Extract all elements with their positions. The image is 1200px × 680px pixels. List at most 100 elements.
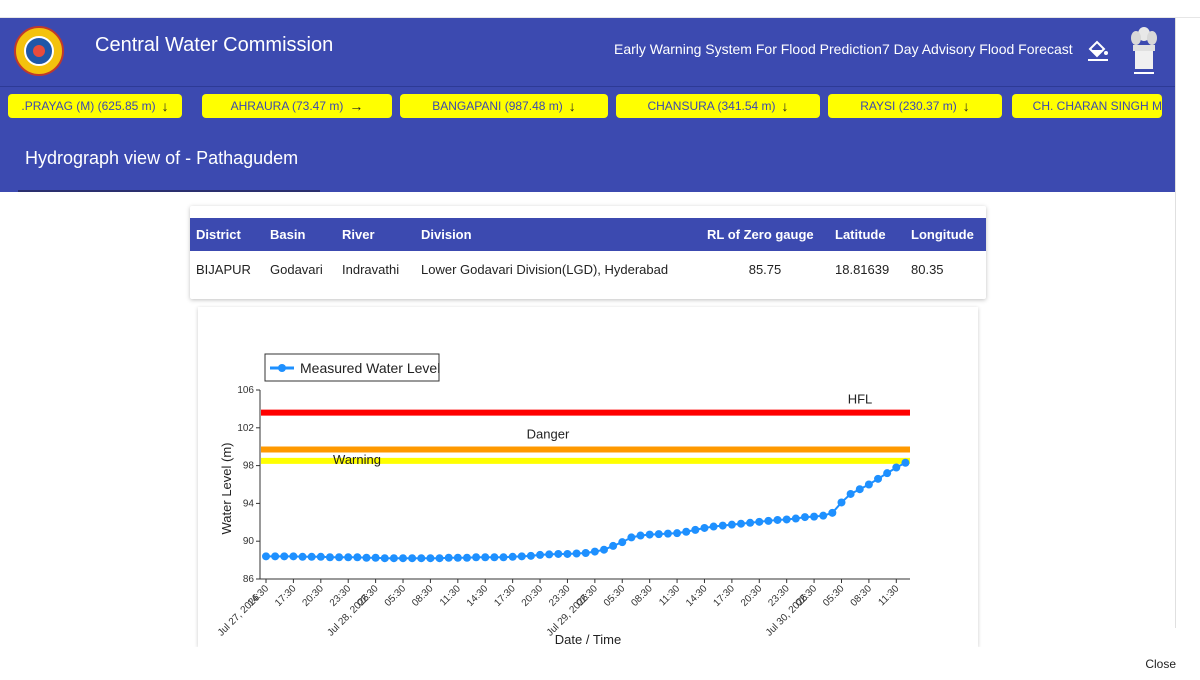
col-longitude: Longitude <box>905 218 986 251</box>
x-tick-label: 05:30 <box>821 583 847 609</box>
data-point <box>508 552 517 561</box>
ticker-item[interactable]: BANGAPANI (987.48 m) ↓ <box>400 94 608 118</box>
cell-river: Indravathi <box>342 261 400 277</box>
data-point <box>554 549 563 558</box>
arrow-right-icon: → <box>349 98 364 114</box>
col-district: District <box>190 218 264 251</box>
x-tick-label: 14:30 <box>465 583 491 609</box>
hydrograph-chart: 86 90 94 98 102 106 Water Level (m) Date / Time… <box>216 353 910 647</box>
x-tick-date-label: Jul 27, 2026 <box>216 592 263 639</box>
data-point <box>746 518 755 527</box>
data-point <box>883 469 892 478</box>
data-point <box>389 554 398 563</box>
table-row: BIJAPUR Godavari Indravathi Lower Godava… <box>190 251 986 287</box>
ticker-item[interactable]: CHANSURA (341.54 m) ↓ <box>616 94 820 118</box>
data-point <box>901 458 910 467</box>
cell-district: BIJAPUR <box>196 261 251 277</box>
data-point <box>846 489 855 498</box>
x-tick-label: 05:30 <box>602 583 628 609</box>
data-point <box>645 530 654 539</box>
data-point <box>618 538 627 547</box>
data-point <box>362 553 371 562</box>
data-point <box>892 463 901 472</box>
data-point <box>682 527 691 536</box>
data-point <box>371 553 380 562</box>
x-tick-label: 11:30 <box>876 583 901 608</box>
x-tick-label: 17:30 <box>273 583 299 609</box>
data-point <box>590 547 599 556</box>
data-point <box>764 516 773 525</box>
x-tick-label: 20:30 <box>300 583 326 609</box>
national-emblem-icon <box>1131 27 1157 74</box>
x-tick-label: 20:30 <box>520 583 546 609</box>
data-point <box>599 545 608 554</box>
y-tick-label: 106 <box>237 385 254 396</box>
data-point <box>609 541 618 550</box>
ticker-label: AHRAURA (73.47 m) <box>230 99 344 113</box>
x-tick-label: 05:30 <box>383 583 409 609</box>
data-point <box>280 552 289 561</box>
nav-early-warning[interactable]: Early Warning System For Flood Predictio… <box>614 41 882 57</box>
reference-label-hfl: HFL <box>848 392 873 407</box>
data-point <box>417 554 426 563</box>
y-tick-label: 98 <box>243 461 255 472</box>
legend-label: Measured Water Level <box>300 360 440 376</box>
ticker-item[interactable]: CH. CHARAN SINGH M <box>1012 94 1162 118</box>
data-point <box>828 508 837 517</box>
data-point <box>298 552 307 561</box>
app-header: Central Water Commission Early Warning S… <box>0 18 1175 86</box>
data-point <box>307 552 316 561</box>
data-point <box>325 553 334 562</box>
data-point <box>563 549 572 558</box>
arrow-down-icon: ↓ <box>161 98 169 114</box>
cwc-logo-icon[interactable] <box>14 26 64 76</box>
data-point <box>462 553 471 562</box>
station-ticker: .PRAYAG (M) (625.85 m) ↓ AHRAURA (73.47 m… <box>0 86 1175 124</box>
y-axis-label: Water Level (m) <box>219 443 234 535</box>
data-point <box>435 554 444 563</box>
data-point <box>316 552 325 561</box>
app-title: Central Water Commission <box>95 34 334 56</box>
table-header-row: District Basin River Division RL of Zero… <box>190 218 986 251</box>
page-title: Hydrograph view of - Pathagudem <box>25 148 299 168</box>
data-point <box>718 521 727 530</box>
close-button[interactable]: Close <box>1145 657 1176 671</box>
arrow-down-icon: ↓ <box>568 98 576 114</box>
data-point <box>691 525 700 534</box>
col-river: River <box>336 218 415 251</box>
cell-basin: Godavari <box>270 261 323 277</box>
ticker-item[interactable]: .PRAYAG (M) (625.85 m) ↓ <box>8 94 182 118</box>
ticker-label: CHANSURA (341.54 m) <box>647 99 776 113</box>
data-point <box>344 553 353 562</box>
nav-7-day-advisory[interactable]: 7 Day Advisory Flood Forecast <box>882 41 1073 57</box>
cell-rl-zero-gauge: 85.75 <box>748 261 782 277</box>
data-point <box>490 553 499 562</box>
y-tick-label: 102 <box>237 423 254 434</box>
station-info-table: District Basin River Division RL of Zero… <box>190 218 986 287</box>
footer-bar: Close <box>0 647 1200 680</box>
data-point <box>727 520 736 529</box>
x-tick-label: 11:30 <box>438 583 463 608</box>
data-point <box>654 530 663 539</box>
data-point <box>810 512 819 521</box>
data-point <box>782 515 791 524</box>
x-tick-label: 23:30 <box>766 583 792 609</box>
col-latitude: Latitude <box>829 218 905 251</box>
data-point <box>773 515 782 524</box>
data-point <box>536 550 545 559</box>
x-tick-label: 11:30 <box>657 583 682 608</box>
data-point <box>472 553 481 562</box>
cell-longitude: 80.35 <box>911 261 944 277</box>
data-point <box>627 533 636 542</box>
data-point <box>517 552 526 561</box>
ticker-item[interactable]: RAYSI (230.37 m) ↓ <box>828 94 1002 118</box>
paint-bucket-icon[interactable] <box>1086 38 1110 62</box>
ticker-label: .PRAYAG (M) (625.85 m) <box>21 99 156 113</box>
data-point <box>271 552 280 561</box>
station-info-card: District Basin River Division RL of Zero… <box>190 206 986 299</box>
ticker-item[interactable]: AHRAURA (73.47 m) → <box>202 94 392 118</box>
data-point <box>737 519 746 528</box>
data-point <box>663 529 672 538</box>
cell-division: Lower Godavari Division(LGD), Hyderabad <box>421 261 669 277</box>
data-point <box>791 514 800 523</box>
